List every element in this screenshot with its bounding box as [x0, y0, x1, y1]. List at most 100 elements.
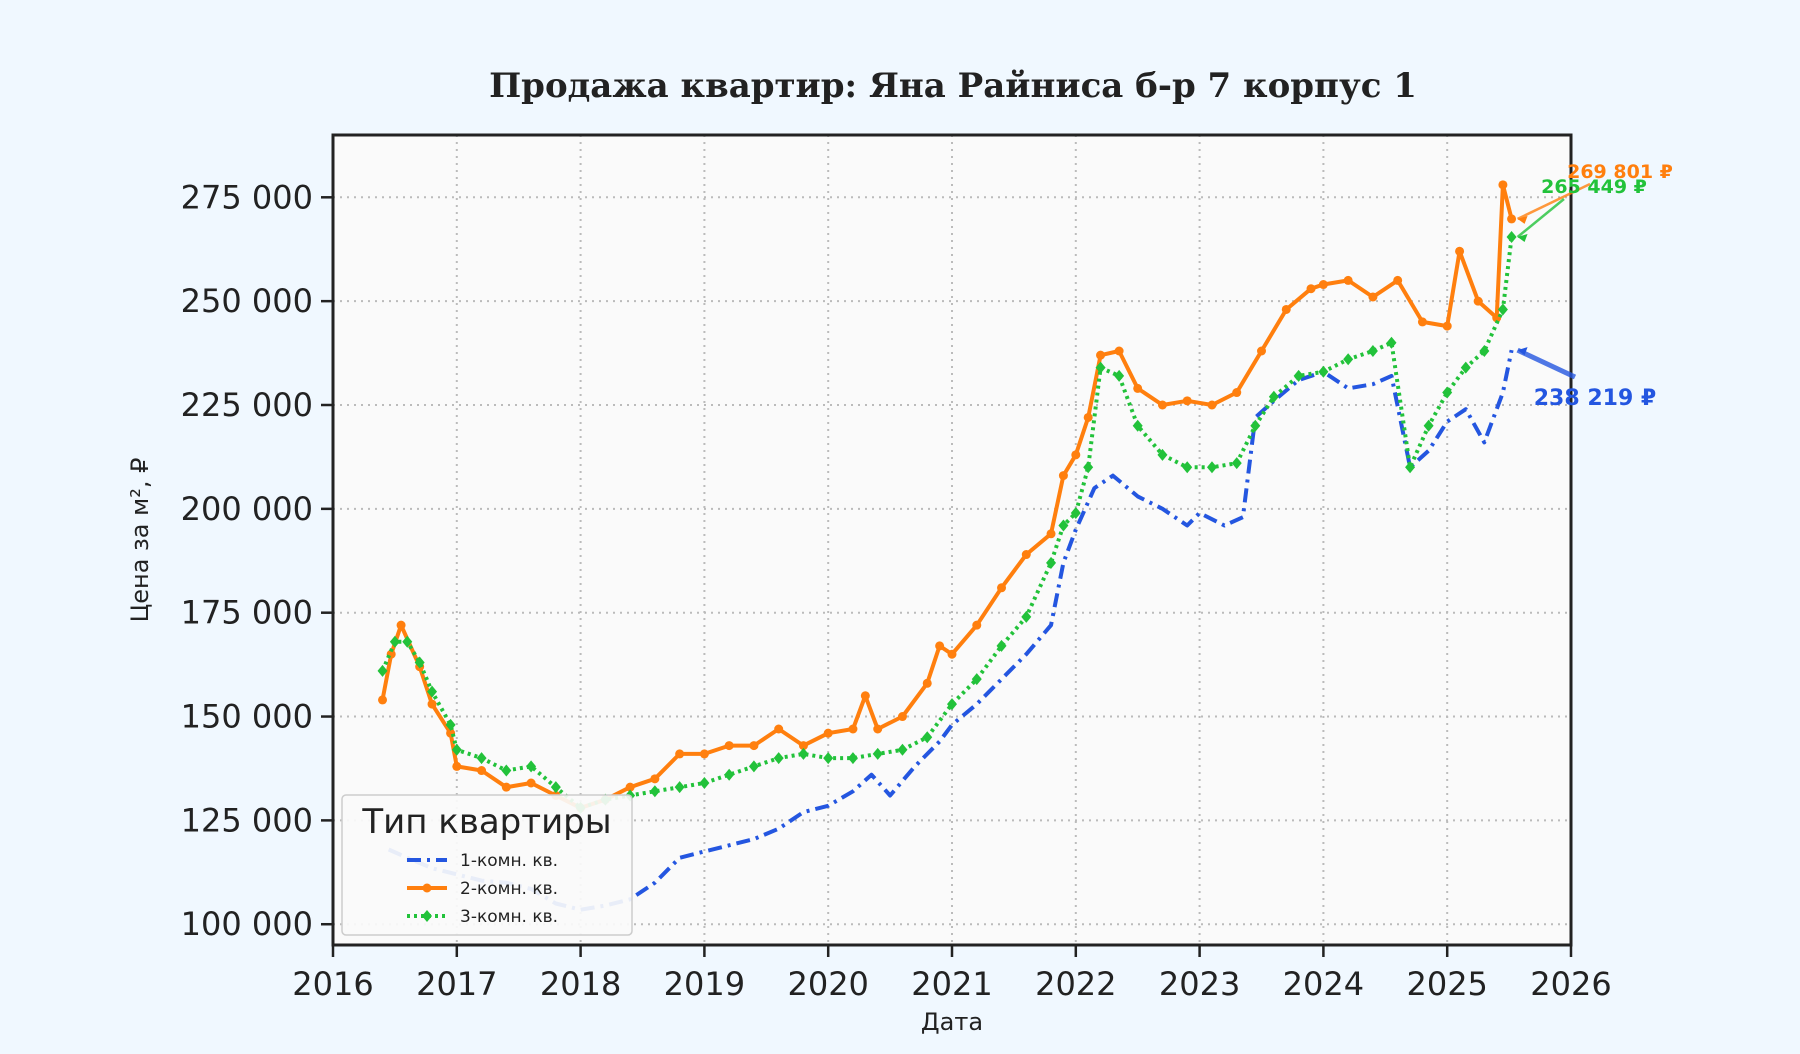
x-tick-label: 2025: [1406, 965, 1487, 1003]
data-point: [1268, 390, 1279, 403]
end-label-arrow: [1517, 182, 1591, 221]
data-point: [1182, 461, 1193, 474]
data-point: [649, 785, 660, 798]
data-point: [1157, 400, 1167, 410]
data-point: [1281, 304, 1291, 314]
data-point: [996, 639, 1007, 652]
data-point: [1417, 317, 1427, 327]
data-point: [724, 768, 735, 781]
data-point: [860, 691, 870, 701]
data-point: [1231, 457, 1242, 470]
data-point: [997, 583, 1007, 593]
data-point: [1455, 246, 1465, 256]
chart-title: Продажа квартир: Яна Райниса б-р 7 корпу…: [489, 66, 1417, 106]
data-point: [1423, 419, 1434, 432]
data-point: [971, 673, 982, 686]
data-point: [1473, 296, 1483, 306]
data-point: [1021, 550, 1031, 560]
y-tick-label: 175 000: [181, 594, 313, 632]
series-1: [387, 349, 1514, 912]
data-point: [873, 724, 883, 734]
data-point: [1206, 461, 1217, 474]
legend-label: 3-комн. кв.: [460, 907, 558, 927]
series-line: [387, 349, 1514, 912]
end-value-label: 265 449 ₽: [1541, 176, 1647, 198]
data-point: [1405, 461, 1416, 474]
data-point: [501, 782, 511, 792]
data-point: [1393, 275, 1403, 285]
data-point: [1207, 400, 1217, 410]
data-point: [526, 760, 537, 773]
data-point: [1293, 369, 1304, 382]
data-point: [848, 724, 858, 734]
data-point: [1497, 303, 1508, 316]
data-point: [922, 731, 933, 744]
data-point: [1367, 345, 1378, 357]
data-point: [526, 778, 536, 788]
x-tick-label: 2022: [1035, 965, 1116, 1003]
data-point: [1343, 353, 1354, 366]
legend-label: 2-комн. кв.: [460, 879, 558, 899]
data-point: [798, 741, 808, 751]
y-tick-label: 125 000: [181, 801, 313, 839]
data-point: [1182, 396, 1192, 406]
data-point: [749, 741, 759, 751]
data-point: [1058, 519, 1069, 532]
data-point: [445, 718, 456, 731]
y-tick-label: 275 000: [181, 178, 313, 216]
y-tick-label: 150 000: [181, 698, 313, 736]
data-point: [724, 741, 734, 751]
y-tick-label: 200 000: [181, 490, 313, 528]
data-point: [1157, 448, 1168, 461]
data-point: [1257, 346, 1266, 356]
x-tick-label: 2020: [787, 965, 868, 1003]
data-point: [427, 685, 438, 698]
legend-item[interactable]: 3-комн. кв.: [407, 907, 558, 927]
y-tick-label: 225 000: [181, 386, 313, 424]
end-label-arrowhead: [1517, 215, 1528, 224]
data-point: [427, 699, 437, 709]
legend-box: [341, 794, 633, 936]
y-axis-label: Цена за м², ₽: [126, 458, 154, 623]
x-tick-label: 2023: [1159, 965, 1240, 1003]
data-point: [1096, 350, 1106, 360]
data-point: [897, 743, 908, 756]
legend-title: Тип квартиры: [361, 802, 611, 842]
data-point: [972, 620, 982, 630]
x-axis: 2016 2017 2018 2019 2020 2021 2022 2023 2024 2025…: [292, 945, 1612, 1003]
data-point: [935, 641, 945, 651]
y-axis: 100 000 125 000 150 000 175 000 200 000 225 0…: [181, 178, 333, 943]
data-point: [650, 774, 660, 784]
data-point: [550, 781, 561, 794]
data-point: [773, 752, 784, 765]
end-value-label: 269 801 ₽: [1567, 161, 1673, 183]
data-point: [476, 752, 487, 765]
end-label-arrowhead: [1517, 347, 1528, 356]
data-point: [947, 698, 957, 711]
legend[interactable]: Тип квартиры 1-комн. кв. 2-комн. кв. 3-ком…: [341, 794, 633, 936]
data-point: [625, 782, 635, 792]
data-point: [1479, 345, 1490, 357]
x-axis-label: Дата: [921, 1008, 983, 1036]
data-point: [1507, 214, 1517, 224]
y-tick-label: 100 000: [181, 905, 313, 943]
data-point: [748, 760, 759, 773]
data-point: [389, 635, 400, 648]
legend-item[interactable]: 1-комн. кв.: [407, 851, 558, 871]
data-point: [1114, 346, 1124, 356]
data-point: [452, 761, 462, 771]
y-tick-label: 250 000: [181, 282, 313, 320]
legend-item[interactable]: 2-комн. кв.: [407, 879, 558, 899]
data-point: [1442, 386, 1453, 399]
end-labels: 238 219 ₽ 269 801 ₽265 449 ₽: [1516, 161, 1673, 411]
data-point: [378, 695, 388, 705]
data-point: [922, 678, 932, 688]
data-point: [1498, 180, 1508, 190]
end-label-arrow: [1516, 347, 1577, 380]
legend-marker: [422, 883, 432, 893]
data-point: [823, 728, 833, 738]
x-tick-label: 2026: [1530, 965, 1611, 1003]
data-point: [823, 752, 834, 765]
data-point: [872, 747, 883, 760]
